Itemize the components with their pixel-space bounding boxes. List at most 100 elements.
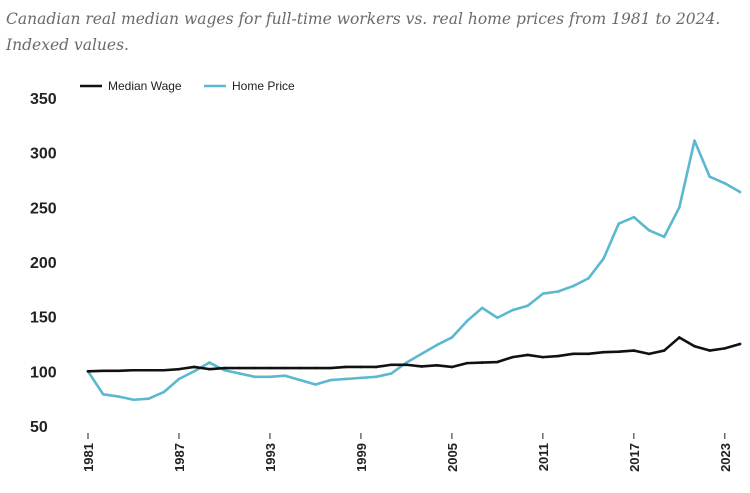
home-price-point xyxy=(344,377,348,381)
median-wage-point xyxy=(602,350,605,354)
median-wage-point xyxy=(117,369,120,373)
median-wage-point xyxy=(571,352,575,356)
x-tick-label: 2005 xyxy=(445,443,460,472)
median-wage-point xyxy=(526,353,530,357)
median-wage-point xyxy=(147,368,150,372)
median-wage-point xyxy=(177,367,181,371)
median-wage-point xyxy=(298,366,302,370)
median-wage-point xyxy=(359,365,363,369)
home-price-point xyxy=(238,372,241,375)
median-wage-point xyxy=(314,366,317,370)
x-tick-label: 1999 xyxy=(354,443,369,472)
y-tick-label: 200 xyxy=(30,255,57,272)
home-price-point xyxy=(177,377,181,381)
legend-label-home-price: Home Price xyxy=(232,79,295,93)
median-wage-point xyxy=(374,365,378,369)
median-wage-point xyxy=(662,349,666,352)
home-price-point xyxy=(647,228,651,232)
home-price-point xyxy=(223,368,226,372)
median-wage-point xyxy=(465,361,469,365)
series-lines xyxy=(86,139,742,402)
median-wage-point xyxy=(208,367,211,371)
home-price-point xyxy=(678,206,681,209)
home-price-point xyxy=(132,398,135,402)
home-price-point xyxy=(162,390,166,394)
y-axis: 50 100 150 200 250 300 350 xyxy=(30,91,57,436)
home-price-point xyxy=(283,374,287,378)
median-wage-point xyxy=(420,365,423,368)
home-price-point xyxy=(208,361,211,364)
median-wage-point xyxy=(587,352,590,356)
home-price-point xyxy=(511,308,514,312)
home-price-point xyxy=(192,370,196,373)
home-price-point xyxy=(359,376,363,380)
home-price-point xyxy=(587,277,590,280)
median-wage-point xyxy=(738,342,742,346)
home-price-point xyxy=(117,395,120,398)
y-tick-label: 150 xyxy=(30,310,57,327)
median-wage-point xyxy=(556,354,560,358)
home-price-point xyxy=(268,375,272,379)
median-wage-point xyxy=(253,366,257,370)
median-wage-point xyxy=(678,336,681,339)
median-wage-point xyxy=(480,361,484,364)
home-price-point xyxy=(374,375,378,379)
home-price-point xyxy=(632,215,636,219)
median-wage-point xyxy=(708,349,711,352)
median-wage-point xyxy=(435,364,439,367)
median-wage-point xyxy=(450,365,454,369)
y-tick-label: 350 xyxy=(30,91,57,108)
legend: Median Wage Home Price xyxy=(80,79,295,93)
home-price-point xyxy=(602,257,605,261)
home-price-point xyxy=(101,392,105,396)
x-tick-label: 2011 xyxy=(536,443,551,471)
home-price-point xyxy=(329,378,332,382)
chart-title: Canadian real median wages for full-time… xyxy=(6,10,721,54)
median-wage-point xyxy=(647,352,651,356)
median-wage-point xyxy=(101,369,105,373)
home-price-point xyxy=(526,304,530,308)
x-tick-label: 1981 xyxy=(81,443,96,472)
home-price-point xyxy=(314,383,317,386)
home-price-point xyxy=(389,372,393,375)
median-wage-point xyxy=(541,355,545,359)
home-price-point xyxy=(450,336,454,339)
x-axis: 1981 1987 1993 1999 2005 2011 2017 2023 xyxy=(81,433,733,472)
home-price-point xyxy=(738,190,742,194)
home-price-point xyxy=(405,361,408,364)
median-wage-point xyxy=(632,349,636,352)
legend-label-median-wage: Median Wage xyxy=(108,79,182,93)
y-tick-label: 50 xyxy=(30,419,48,436)
home-price-point xyxy=(708,175,711,179)
home-price-point xyxy=(571,284,575,288)
median-wage-point xyxy=(389,363,393,367)
x-tick-label: 1987 xyxy=(172,443,187,472)
median-wage-point xyxy=(238,366,241,370)
median-wage-point xyxy=(283,366,287,370)
y-tick-label: 250 xyxy=(30,200,57,217)
median-wage-point xyxy=(162,368,166,372)
home-price-point xyxy=(465,319,469,323)
home-price-point xyxy=(298,378,302,382)
median-wage-line xyxy=(86,336,742,373)
y-tick-label: 300 xyxy=(30,146,57,163)
home-price-point xyxy=(556,290,560,293)
median-wage-point xyxy=(405,363,408,367)
median-wage-point xyxy=(192,365,196,369)
median-wage-point xyxy=(86,370,90,373)
home-price-point xyxy=(253,375,257,379)
home-price-point xyxy=(147,397,150,400)
median-wage-point xyxy=(344,365,348,369)
median-wage-point xyxy=(496,360,499,364)
home-price-point xyxy=(541,292,545,296)
median-wage-point xyxy=(268,366,272,370)
median-wage-point xyxy=(223,366,226,370)
median-wage-point xyxy=(617,350,620,353)
home-price-line xyxy=(86,139,742,402)
home-price-point xyxy=(662,235,666,239)
median-wage-point xyxy=(329,366,332,370)
median-wage-point xyxy=(693,344,696,348)
home-price-point xyxy=(496,316,499,320)
x-tick-label: 2023 xyxy=(718,443,733,472)
